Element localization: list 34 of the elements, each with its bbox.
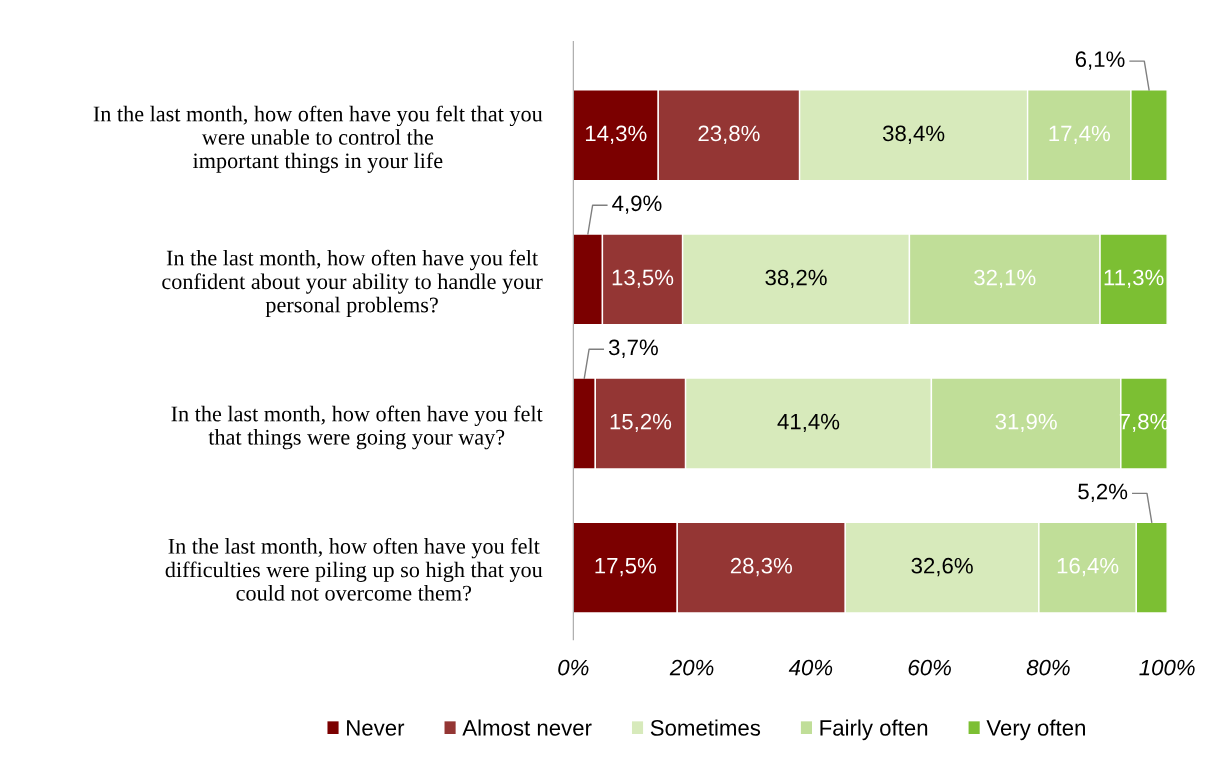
- data-label: 17,4%: [1049, 125, 1110, 144]
- y-tick-label: In the last month, how often have you felt that things were going your way?: [171, 405, 543, 450]
- data-label: 4,9%: [612, 195, 662, 214]
- data-label: 14,3%: [585, 125, 647, 144]
- y-tick-label: In the last month, how often have you felt confident about your ability to handle your personal problems?: [162, 249, 543, 317]
- legend-label: Sometimes: [650, 719, 761, 736]
- data-label: 38,4%: [882, 125, 945, 144]
- data-label: 15,2%: [610, 413, 672, 433]
- legend-label: Fairly often: [820, 719, 928, 741]
- x-tick-label: 0%: [558, 659, 589, 676]
- x-tick-label: 20%: [669, 659, 714, 676]
- x-tick-label: 80%: [1026, 659, 1070, 676]
- data-label: 17,5%: [595, 557, 656, 577]
- x-tick-label: 60%: [908, 659, 951, 676]
- legend-label: Never: [347, 720, 405, 736]
- data-label: 31,9%: [995, 413, 1057, 433]
- y-tick-label: In the last month, how often have you felt difficulties were piling up so high that you could not overcome them?: [165, 537, 543, 601]
- data-label: 3,7%: [608, 339, 658, 358]
- data-label: 11,3%: [1104, 269, 1164, 288]
- data-label: 41,4%: [777, 413, 840, 433]
- data-label: 32,6%: [911, 557, 973, 577]
- data-label: 38,2%: [765, 269, 827, 288]
- data-label: 5,2%: [1078, 483, 1128, 502]
- x-tick-label: 100%: [1139, 659, 1195, 676]
- data-label: 6,1%: [1075, 51, 1125, 70]
- data-label: 16,4%: [1057, 557, 1119, 577]
- y-tick-label: In the last month, how often have you felt that you were unable to control the important things in your life: [93, 105, 543, 173]
- data-label: 28,3%: [730, 557, 792, 577]
- legend-label: Very often: [986, 719, 1085, 741]
- x-tick-label: 40%: [788, 659, 833, 676]
- data-label: 23,8%: [698, 125, 760, 144]
- data-label: 32,1%: [974, 269, 1036, 288]
- data-label: 13,5%: [612, 269, 674, 288]
- legend-label: Almost never: [462, 719, 592, 736]
